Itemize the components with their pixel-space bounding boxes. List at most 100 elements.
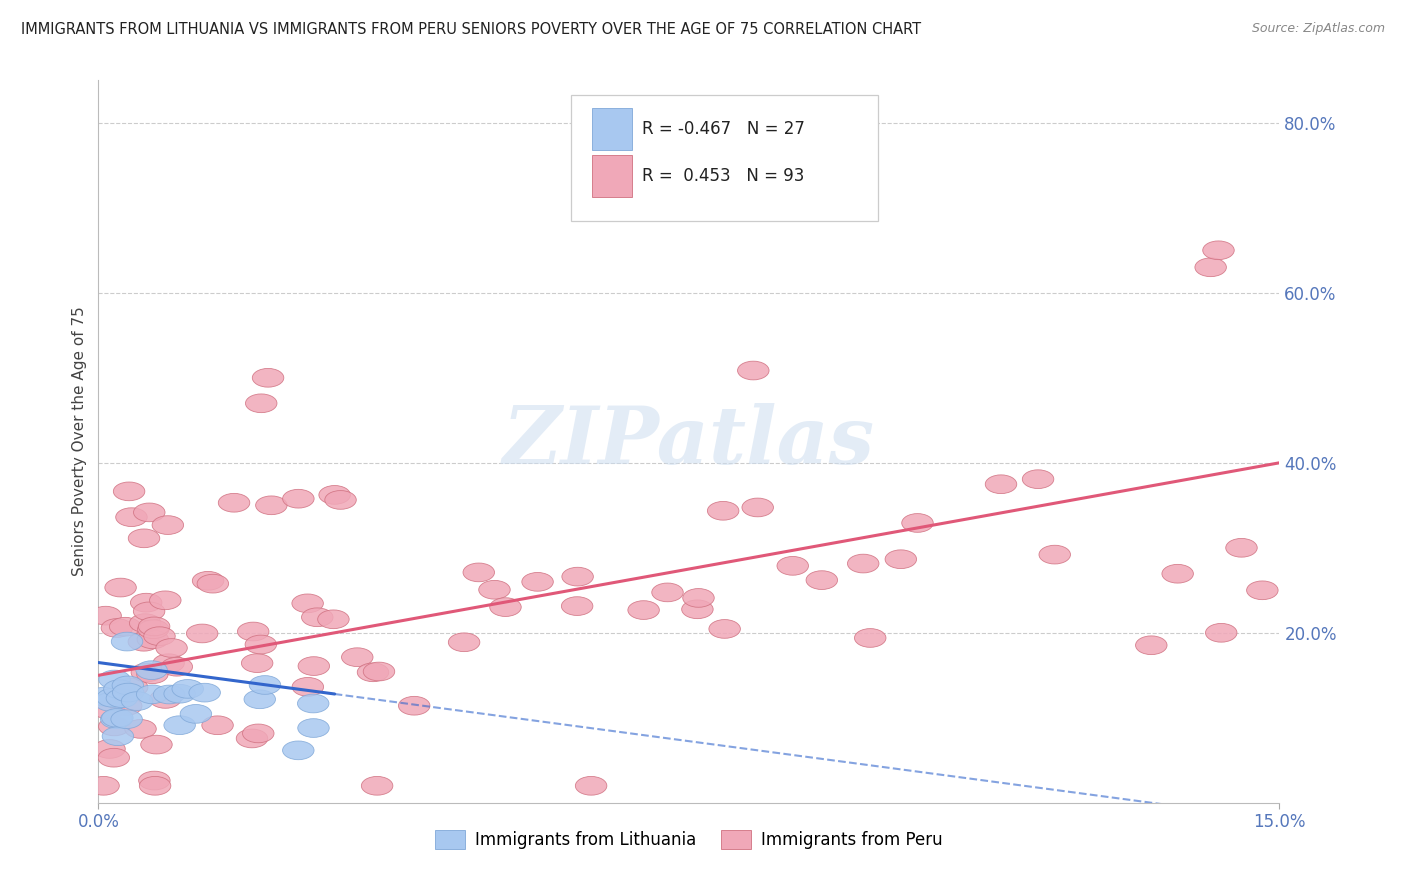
Text: R =  0.453   N = 93: R = 0.453 N = 93 bbox=[641, 167, 804, 185]
FancyBboxPatch shape bbox=[592, 154, 633, 197]
Ellipse shape bbox=[1039, 545, 1070, 564]
Ellipse shape bbox=[131, 593, 162, 612]
Ellipse shape bbox=[94, 739, 125, 758]
Ellipse shape bbox=[283, 741, 314, 760]
Ellipse shape bbox=[245, 635, 277, 654]
Ellipse shape bbox=[449, 633, 479, 652]
Ellipse shape bbox=[188, 683, 221, 702]
Ellipse shape bbox=[90, 607, 121, 625]
Ellipse shape bbox=[292, 594, 323, 613]
Ellipse shape bbox=[1247, 581, 1278, 599]
Ellipse shape bbox=[136, 630, 169, 648]
Y-axis label: Seniors Poverty Over the Age of 75: Seniors Poverty Over the Age of 75 bbox=[72, 307, 87, 576]
Ellipse shape bbox=[197, 574, 229, 593]
Ellipse shape bbox=[153, 654, 184, 673]
Ellipse shape bbox=[884, 549, 917, 568]
Ellipse shape bbox=[112, 676, 143, 695]
Ellipse shape bbox=[149, 690, 181, 708]
Ellipse shape bbox=[121, 692, 153, 710]
Ellipse shape bbox=[1226, 539, 1257, 558]
Ellipse shape bbox=[111, 710, 142, 729]
Ellipse shape bbox=[115, 508, 148, 526]
Ellipse shape bbox=[87, 776, 120, 795]
Ellipse shape bbox=[136, 685, 167, 704]
Ellipse shape bbox=[94, 692, 127, 711]
Ellipse shape bbox=[806, 571, 838, 590]
Ellipse shape bbox=[138, 617, 170, 636]
Ellipse shape bbox=[97, 689, 128, 707]
Ellipse shape bbox=[117, 678, 148, 697]
FancyBboxPatch shape bbox=[571, 95, 877, 221]
Ellipse shape bbox=[101, 619, 132, 638]
Ellipse shape bbox=[105, 578, 136, 597]
Ellipse shape bbox=[202, 716, 233, 735]
Ellipse shape bbox=[111, 632, 143, 651]
Ellipse shape bbox=[245, 690, 276, 708]
Text: IMMIGRANTS FROM LITHUANIA VS IMMIGRANTS FROM PERU SENIORS POVERTY OVER THE AGE O: IMMIGRANTS FROM LITHUANIA VS IMMIGRANTS … bbox=[21, 22, 921, 37]
Ellipse shape bbox=[139, 776, 172, 795]
Ellipse shape bbox=[136, 661, 167, 680]
Ellipse shape bbox=[357, 663, 388, 681]
Ellipse shape bbox=[246, 394, 277, 413]
Ellipse shape bbox=[319, 485, 350, 504]
Ellipse shape bbox=[575, 776, 607, 795]
Ellipse shape bbox=[138, 620, 169, 639]
Text: Source: ZipAtlas.com: Source: ZipAtlas.com bbox=[1251, 22, 1385, 36]
Ellipse shape bbox=[143, 627, 176, 646]
Ellipse shape bbox=[98, 748, 129, 767]
Ellipse shape bbox=[1195, 258, 1226, 277]
Ellipse shape bbox=[134, 602, 165, 621]
Ellipse shape bbox=[398, 697, 430, 715]
Ellipse shape bbox=[218, 493, 250, 512]
Ellipse shape bbox=[709, 620, 741, 639]
Ellipse shape bbox=[193, 572, 224, 591]
Ellipse shape bbox=[238, 622, 269, 640]
Ellipse shape bbox=[363, 662, 395, 681]
Ellipse shape bbox=[342, 648, 373, 666]
Ellipse shape bbox=[683, 589, 714, 607]
Ellipse shape bbox=[301, 608, 333, 626]
Ellipse shape bbox=[561, 597, 593, 615]
Ellipse shape bbox=[855, 629, 886, 648]
Ellipse shape bbox=[243, 724, 274, 743]
Ellipse shape bbox=[110, 617, 141, 636]
Ellipse shape bbox=[187, 624, 218, 643]
Ellipse shape bbox=[153, 685, 184, 704]
Ellipse shape bbox=[283, 490, 314, 508]
Ellipse shape bbox=[162, 657, 193, 676]
Ellipse shape bbox=[172, 680, 204, 698]
Ellipse shape bbox=[463, 563, 495, 582]
Ellipse shape bbox=[1022, 470, 1054, 489]
Ellipse shape bbox=[682, 600, 713, 619]
Ellipse shape bbox=[139, 772, 170, 790]
Ellipse shape bbox=[129, 614, 160, 632]
Ellipse shape bbox=[112, 683, 143, 702]
Ellipse shape bbox=[318, 610, 349, 629]
Ellipse shape bbox=[522, 573, 554, 591]
Ellipse shape bbox=[134, 503, 165, 522]
Ellipse shape bbox=[298, 719, 329, 738]
Ellipse shape bbox=[742, 498, 773, 516]
Ellipse shape bbox=[298, 657, 329, 675]
Ellipse shape bbox=[1161, 565, 1194, 583]
Ellipse shape bbox=[298, 694, 329, 713]
Ellipse shape bbox=[101, 708, 134, 727]
Ellipse shape bbox=[100, 710, 132, 729]
Ellipse shape bbox=[111, 697, 142, 715]
Legend: Immigrants from Lithuania, Immigrants from Peru: Immigrants from Lithuania, Immigrants fr… bbox=[429, 823, 949, 856]
Ellipse shape bbox=[986, 475, 1017, 493]
Ellipse shape bbox=[489, 598, 522, 616]
Ellipse shape bbox=[1202, 241, 1234, 260]
Ellipse shape bbox=[149, 591, 181, 609]
Ellipse shape bbox=[652, 583, 683, 602]
Ellipse shape bbox=[125, 720, 156, 739]
Ellipse shape bbox=[236, 729, 267, 747]
Ellipse shape bbox=[105, 689, 138, 707]
Ellipse shape bbox=[180, 705, 212, 723]
Ellipse shape bbox=[848, 554, 879, 573]
Ellipse shape bbox=[98, 670, 131, 689]
Ellipse shape bbox=[242, 654, 273, 673]
Ellipse shape bbox=[325, 491, 356, 509]
Ellipse shape bbox=[292, 678, 323, 696]
Ellipse shape bbox=[165, 684, 195, 703]
